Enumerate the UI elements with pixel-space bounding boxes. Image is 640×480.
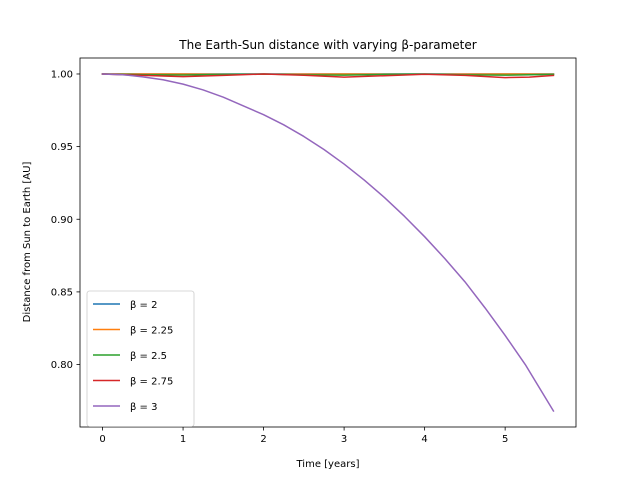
x-tick-label-0: 0 — [99, 434, 105, 445]
legend-label-3: β = 2.75 — [130, 377, 173, 388]
x-tick-label-3: 3 — [341, 434, 347, 445]
y-tick-label-3: 0.95 — [51, 142, 73, 153]
legend-label-2: β = 2.5 — [130, 351, 167, 362]
y-axis-label: Distance from Sun to Earth [AU] — [22, 162, 33, 323]
x-axis: 0 1 2 3 4 5 — [99, 427, 508, 445]
legend-label-1: β = 2.25 — [130, 326, 173, 337]
legend-frame — [86, 290, 195, 427]
x-tick-label-1: 1 — [180, 434, 186, 445]
x-tick-label-4: 4 — [421, 434, 427, 445]
x-tick-label-2: 2 — [260, 434, 266, 445]
chart-title: The Earth-Sun distance with varying β-pa… — [178, 38, 476, 52]
y-tick-label-0: 0.80 — [51, 360, 73, 371]
y-axis: 0.80 0.85 0.90 0.95 1.00 — [51, 69, 80, 371]
x-axis-label: Time [years] — [296, 459, 360, 470]
plot-frame — [79, 57, 577, 428]
plot-area — [101, 73, 555, 413]
series-line-4 — [101, 73, 555, 413]
y-tick-label-2: 0.90 — [51, 215, 73, 226]
x-tick-label-5: 5 — [502, 434, 508, 445]
legend-label-0: β = 2 — [130, 300, 157, 311]
legend-label-4: β = 3 — [130, 402, 157, 413]
y-tick-label-1: 0.85 — [51, 287, 73, 298]
series-line-2 — [101, 73, 555, 76]
legend: β = 2 β = 2.25 β = 2.5 β = 2.75 β = 3 — [86, 290, 195, 427]
y-tick-label-4: 1.00 — [51, 69, 73, 80]
series-line-3 — [101, 73, 555, 79]
